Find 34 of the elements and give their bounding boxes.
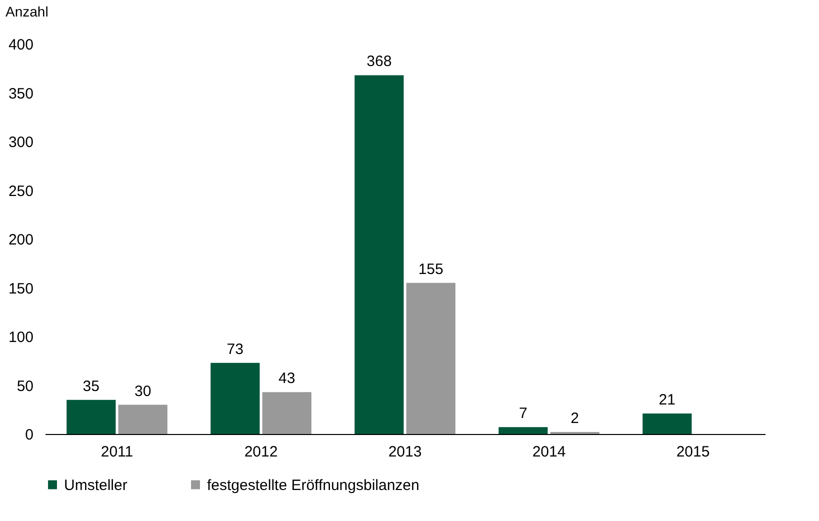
bar [118,404,168,434]
data-label: 43 [278,370,296,388]
data-label: 21 [658,392,676,409]
data-label: 368 [366,53,392,70]
x-tick-label: 2012 [244,444,278,460]
x-tick-label: 2015 [676,444,710,460]
data-label: 7 [518,405,528,422]
bar [354,75,404,434]
y-tick-label: 50 [16,378,34,395]
x-tick-label: 2013 [388,444,422,460]
y-tick-label: 350 [8,85,34,102]
y-tick-label: 0 [25,426,34,444]
bar [262,392,312,434]
legend-label: Umsteller [64,476,128,494]
bar [406,282,456,434]
bar [66,400,116,434]
data-label: 2 [570,410,580,428]
y-axis-title: Anzahl [6,4,48,20]
y-tick-label: 200 [8,232,34,248]
y-tick-label: 250 [8,182,34,200]
bar [210,362,260,434]
y-tick-label: 150 [8,280,34,298]
data-label: 73 [226,340,244,358]
bar [498,427,548,434]
x-tick-label: 2011 [100,444,134,460]
y-tick-label: 100 [8,329,34,346]
x-tick-label: 2014 [532,444,566,460]
data-label: 155 [418,260,444,278]
y-tick-label: 300 [8,134,34,151]
data-label: 30 [134,382,152,400]
legend-label: festgestellte Eröffnungsbilanzen [207,476,420,494]
data-label: 35 [82,378,100,395]
bar [642,414,692,434]
y-tick-label: 400 [8,36,34,54]
